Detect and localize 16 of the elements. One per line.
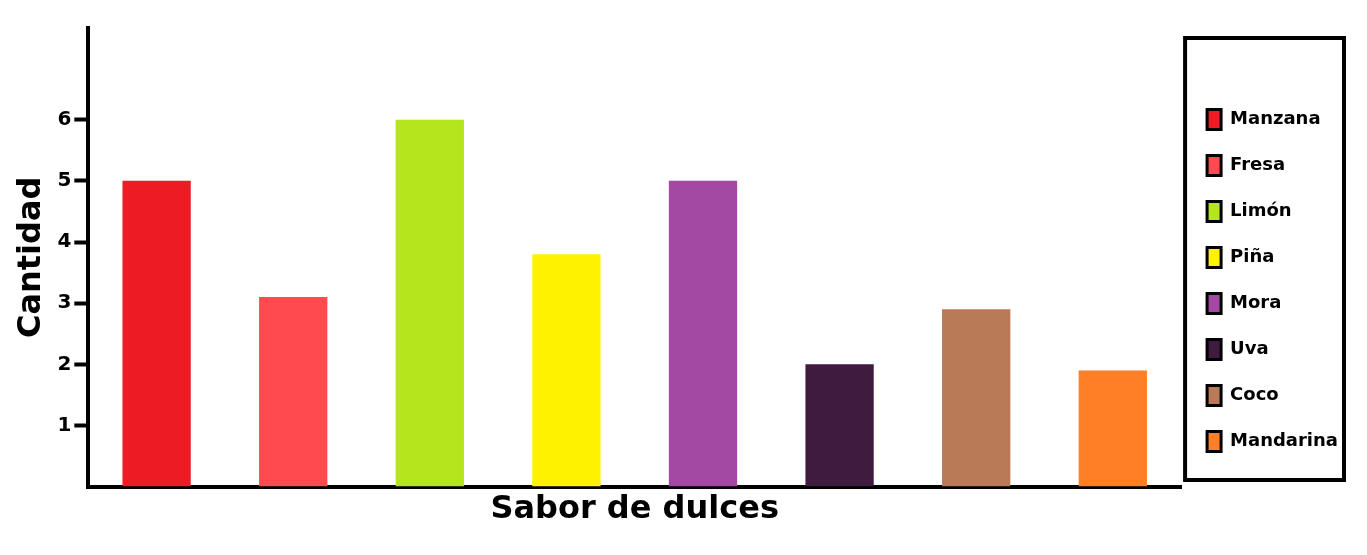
legend-label: Mora — [1230, 291, 1282, 313]
x-axis-title: Sabor de dulces — [490, 488, 779, 527]
y-tick-label: 2 — [57, 350, 72, 375]
y-tick-label: 4 — [57, 228, 72, 253]
y-tick-label: 5 — [57, 167, 72, 192]
y-tick-label: 3 — [57, 289, 72, 314]
legend-label: Manzana — [1230, 107, 1321, 129]
y-tick-label: 1 — [57, 411, 72, 436]
legend-label: Mandarina — [1230, 429, 1339, 451]
legend-label: Limón — [1230, 199, 1292, 221]
y-axis-title: Cantidad — [9, 176, 48, 339]
legend-label: Piña — [1230, 245, 1275, 267]
legend-label: Uva — [1230, 337, 1269, 359]
legend-label: Coco — [1230, 383, 1279, 405]
legend-label: Fresa — [1230, 153, 1286, 175]
y-tick-label: 6 — [57, 105, 72, 130]
